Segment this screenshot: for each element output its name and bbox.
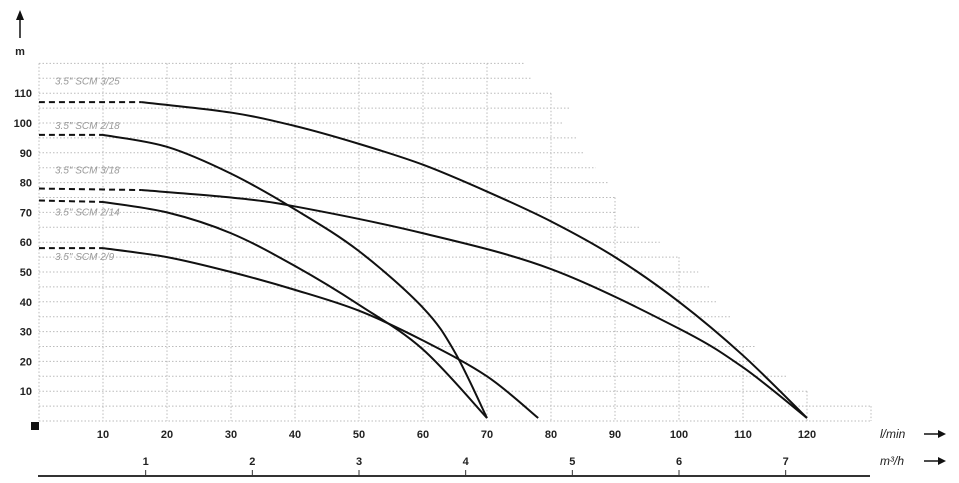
y-tick-label: 80 [20, 178, 32, 190]
x2-tick-label: 7 [783, 456, 789, 468]
x2-axis-label: m³/h [880, 454, 904, 468]
series-label: 3.5" SCM 2/9 [55, 252, 115, 263]
series-label: 3.5" SCM 3/25 [55, 76, 120, 87]
x2-tick-label: 5 [569, 456, 575, 468]
y-tick-label: 60 [20, 237, 32, 249]
y-tick-label: 100 [14, 118, 32, 130]
x-tick-label: 40 [289, 429, 301, 441]
x-tick-label: 80 [545, 429, 557, 441]
y-tick-label: 10 [20, 386, 32, 398]
series-labels: 3.5" SCM 3/25 3.5" SCM 2/18 3.5" SCM 3/18 3… [55, 76, 120, 263]
curve-dashed-segment [39, 200, 103, 201]
x-tick-label: 20 [161, 429, 173, 441]
series-label: 3.5" SCM 3/18 [55, 166, 120, 177]
curve-series [141, 190, 807, 418]
x-tick-label: 100 [670, 429, 688, 441]
x-tick-label: 60 [417, 429, 429, 441]
x-tick-label: 70 [481, 429, 493, 441]
origin-marker [31, 422, 39, 430]
x2-tick-label: 3 [356, 456, 362, 468]
y-tick-label: 30 [20, 327, 32, 339]
x2-tick-label: 2 [249, 456, 255, 468]
x-tick-label: 90 [609, 429, 621, 441]
grid [39, 63, 871, 421]
series-label: 3.5" SCM 2/18 [55, 121, 120, 132]
y-tick-label: 20 [20, 356, 32, 368]
y-tick-label: 50 [20, 267, 32, 279]
y-arrow-head-icon [16, 10, 24, 20]
y-axis-label: m [15, 46, 25, 58]
x-axis-label: l/min [880, 427, 906, 441]
ticks: 10 20 30 40 50 60 70 80 90 100 110 120 10 20 30 40 50 60 7… [14, 88, 817, 476]
curve-series [103, 248, 538, 418]
x2-tick-label: 6 [676, 456, 682, 468]
y-tick-label: 70 [20, 207, 32, 219]
x2-arrow-icon [924, 457, 946, 465]
x2-tick-label: 1 [143, 456, 149, 468]
x-arrow-icon [924, 430, 946, 438]
y-tick-label: 90 [20, 148, 32, 160]
x-tick-label: 110 [734, 429, 752, 441]
curve-dashed-segment [39, 189, 141, 190]
series-label: 3.5" SCM 2/14 [55, 207, 120, 218]
y-tick-label: 110 [14, 88, 32, 100]
x2-tick-label: 4 [463, 456, 470, 468]
x-tick-label: 50 [353, 429, 365, 441]
x-tick-label: 10 [97, 429, 109, 441]
x-tick-label: 120 [798, 429, 816, 441]
y-tick-label: 40 [20, 297, 32, 309]
x-tick-label: 30 [225, 429, 237, 441]
curve-series [141, 102, 807, 418]
